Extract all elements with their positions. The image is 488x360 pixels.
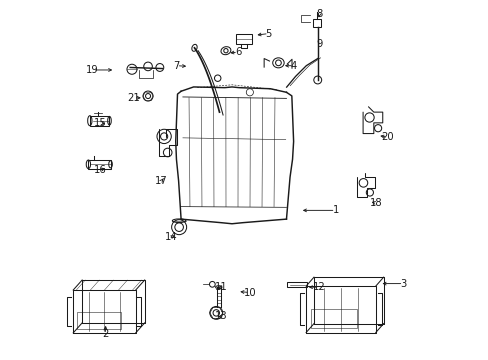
Text: 7: 7	[173, 61, 180, 71]
Text: 12: 12	[312, 282, 325, 292]
Text: 15: 15	[93, 118, 106, 128]
Text: 9: 9	[316, 39, 322, 49]
Text: 18: 18	[369, 198, 382, 208]
Text: 14: 14	[164, 232, 177, 242]
Text: 10: 10	[243, 288, 256, 297]
Bar	[235, 33, 251, 44]
Bar	[311, 309, 356, 328]
Text: 6: 6	[234, 47, 241, 57]
Bar	[77, 312, 121, 329]
Text: 2: 2	[102, 329, 108, 339]
Bar	[286, 282, 307, 287]
Text: 16: 16	[93, 165, 106, 175]
Text: 3: 3	[400, 279, 406, 289]
Bar	[90, 116, 109, 126]
Text: 20: 20	[380, 132, 393, 142]
Text: 11: 11	[214, 282, 227, 292]
Bar	[88, 160, 110, 168]
Text: 19: 19	[86, 65, 99, 75]
Text: 21: 21	[127, 93, 140, 103]
Text: 4: 4	[290, 61, 296, 71]
Text: 5: 5	[265, 28, 271, 39]
Text: 1: 1	[332, 205, 338, 215]
Text: 8: 8	[316, 9, 322, 19]
Text: 17: 17	[155, 176, 168, 186]
Text: 13: 13	[215, 311, 227, 321]
Bar	[313, 19, 320, 27]
